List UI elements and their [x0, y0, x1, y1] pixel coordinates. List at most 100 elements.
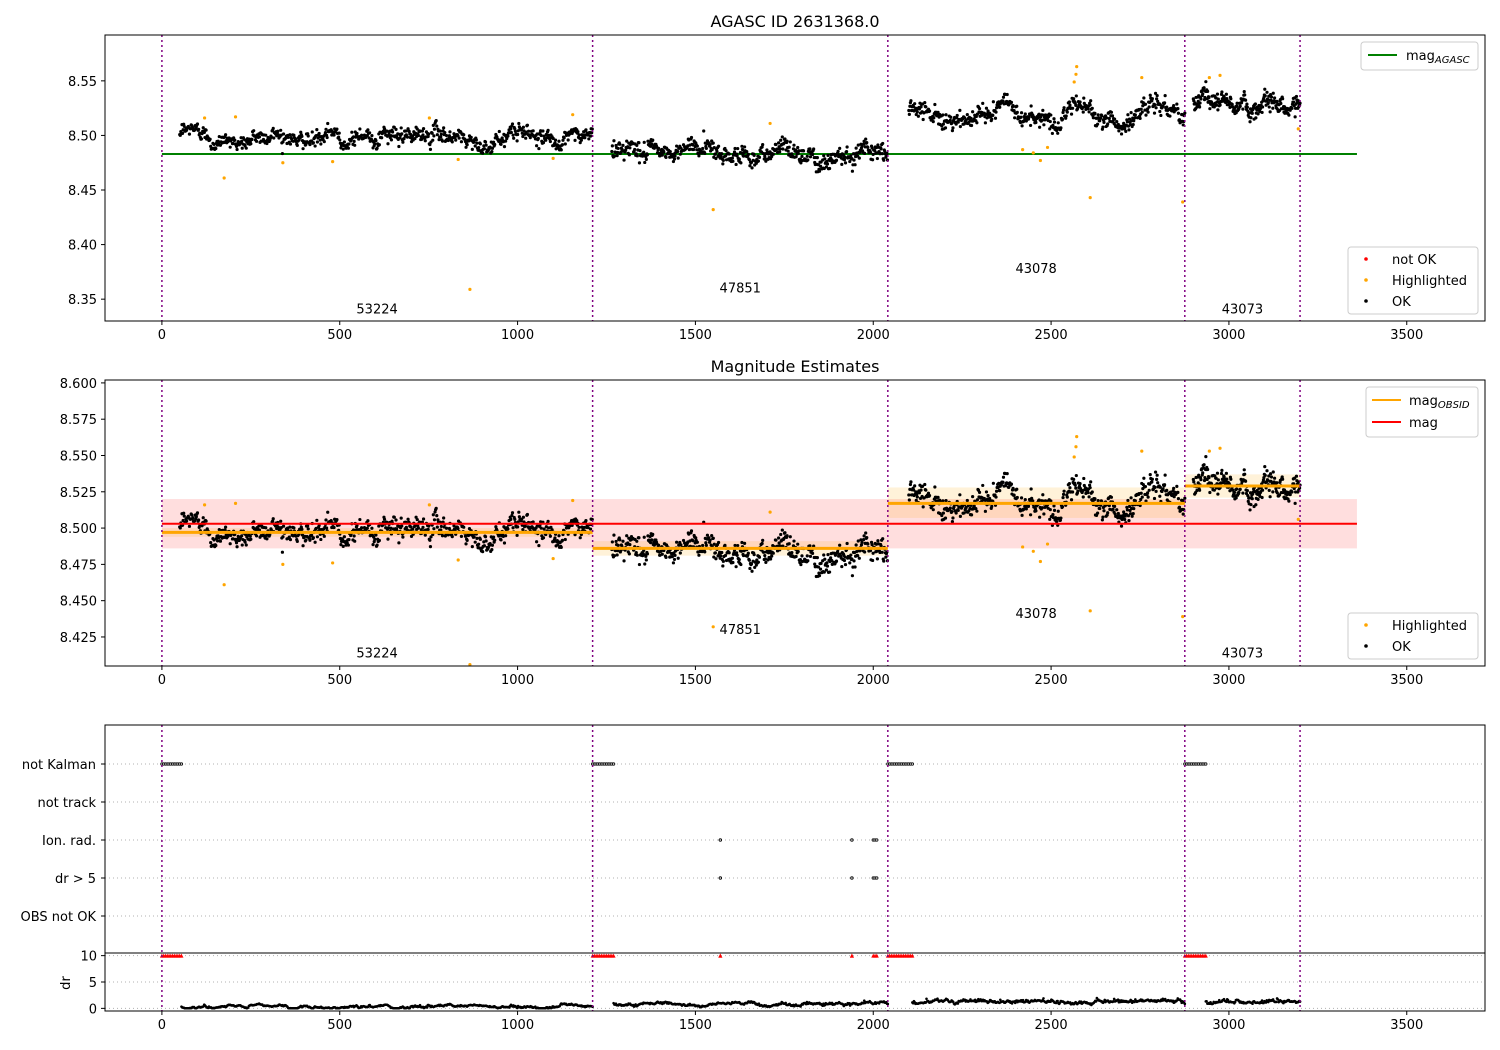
ok-point: [764, 560, 768, 564]
ok-point: [1061, 110, 1065, 115]
ok-point: [402, 136, 406, 141]
ok-point: [1249, 116, 1253, 120]
obsid-label: 43078: [1015, 262, 1056, 277]
dr-point: [425, 1006, 429, 1009]
ok-point: [1248, 508, 1252, 512]
ok-point: [1078, 100, 1082, 104]
ok-point: [1155, 473, 1159, 477]
ok-point: [1026, 504, 1031, 508]
ok-point: [848, 159, 852, 164]
ok-point: [218, 539, 223, 543]
ok-point: [830, 558, 834, 563]
ok-point: [852, 158, 856, 162]
ok-point: [397, 541, 401, 545]
ok-point: [857, 156, 861, 160]
ok-point: [774, 142, 778, 147]
ok-point: [1245, 105, 1249, 109]
ok-point: [556, 543, 560, 547]
ok-point: [1199, 97, 1203, 101]
ok-point: [254, 534, 259, 538]
ok-point: [849, 154, 853, 158]
ok-point: [435, 513, 439, 518]
ok-point: [1273, 476, 1277, 480]
ok-point: [1129, 496, 1133, 500]
x-tick-label: 0: [158, 673, 166, 688]
ok-point: [844, 150, 849, 154]
highlighted-point: [1181, 200, 1185, 204]
ok-point: [651, 532, 655, 536]
ok-point: [880, 152, 884, 156]
ok-point: [1163, 473, 1167, 477]
ok-point: [705, 533, 710, 537]
ok-point: [446, 533, 450, 537]
ok-point: [638, 148, 642, 153]
ok-point: [1105, 116, 1109, 120]
ok-point: [587, 137, 591, 141]
ok-point: [1065, 495, 1069, 499]
ok-point: [510, 511, 515, 515]
ok-point: [615, 154, 619, 158]
ok-point: [882, 559, 886, 563]
legend-label: Highlighted: [1392, 274, 1467, 289]
ok-point: [779, 138, 783, 142]
ok-point: [875, 156, 879, 161]
ok-point: [355, 131, 359, 136]
ok-point: [510, 513, 514, 518]
ok-point: [588, 527, 593, 531]
ok-point: [1096, 511, 1100, 515]
ok-point: [735, 154, 739, 158]
ok-point: [656, 543, 661, 547]
ok-point: [235, 545, 239, 549]
ok-point: [499, 142, 503, 146]
ok-point: [746, 551, 750, 555]
ok-point: [1268, 495, 1272, 499]
ok-point: [948, 118, 952, 122]
ok-point: [304, 142, 308, 146]
ok-point: [1129, 111, 1133, 115]
magnitude-estimates-panel: Magnitude Estimates 53224478514307843073…: [60, 357, 1486, 688]
ok-point: [439, 528, 443, 532]
ok-point: [950, 509, 954, 514]
ok-point: [1073, 483, 1077, 487]
ok-point: [984, 490, 989, 494]
ok-point: [1081, 110, 1085, 114]
ok-point: [502, 145, 507, 149]
ok-point: [1153, 470, 1158, 474]
ok-point: [324, 127, 328, 131]
ok-point: [295, 143, 299, 148]
ok-point: [1260, 105, 1265, 109]
ok-point: [504, 534, 508, 538]
ok-point: [1113, 504, 1117, 509]
ok-point: [319, 142, 323, 146]
ok-point: [1158, 109, 1162, 114]
ok-point: [1029, 104, 1033, 108]
ok-point: [1144, 499, 1148, 503]
ok-point: [761, 143, 765, 147]
ok-point: [248, 534, 252, 538]
ok-point: [757, 155, 762, 159]
ok-point: [1201, 471, 1205, 475]
x-tick-label: 2000: [857, 673, 890, 688]
ok-point: [950, 121, 954, 125]
ok-point: [915, 495, 919, 499]
ok-point: [214, 146, 218, 151]
ok-point: [790, 550, 794, 555]
ok-point: [1125, 508, 1129, 512]
ok-point: [883, 149, 887, 153]
ok-point: [191, 516, 195, 520]
ok-point: [377, 538, 381, 543]
ok-point: [714, 156, 718, 161]
flag-row-label: OBS not OK: [21, 910, 97, 925]
ok-point: [288, 537, 293, 542]
ok-point: [664, 555, 668, 559]
ok-point: [271, 126, 275, 131]
ok-point: [448, 130, 452, 134]
ok-point: [190, 513, 194, 517]
ok-point: [1202, 478, 1207, 483]
ok-point: [965, 498, 969, 503]
ok-point: [850, 169, 855, 173]
ok-point: [924, 105, 928, 109]
ok-point: [645, 153, 650, 157]
ok-point: [695, 540, 699, 544]
ok-point: [768, 150, 772, 154]
